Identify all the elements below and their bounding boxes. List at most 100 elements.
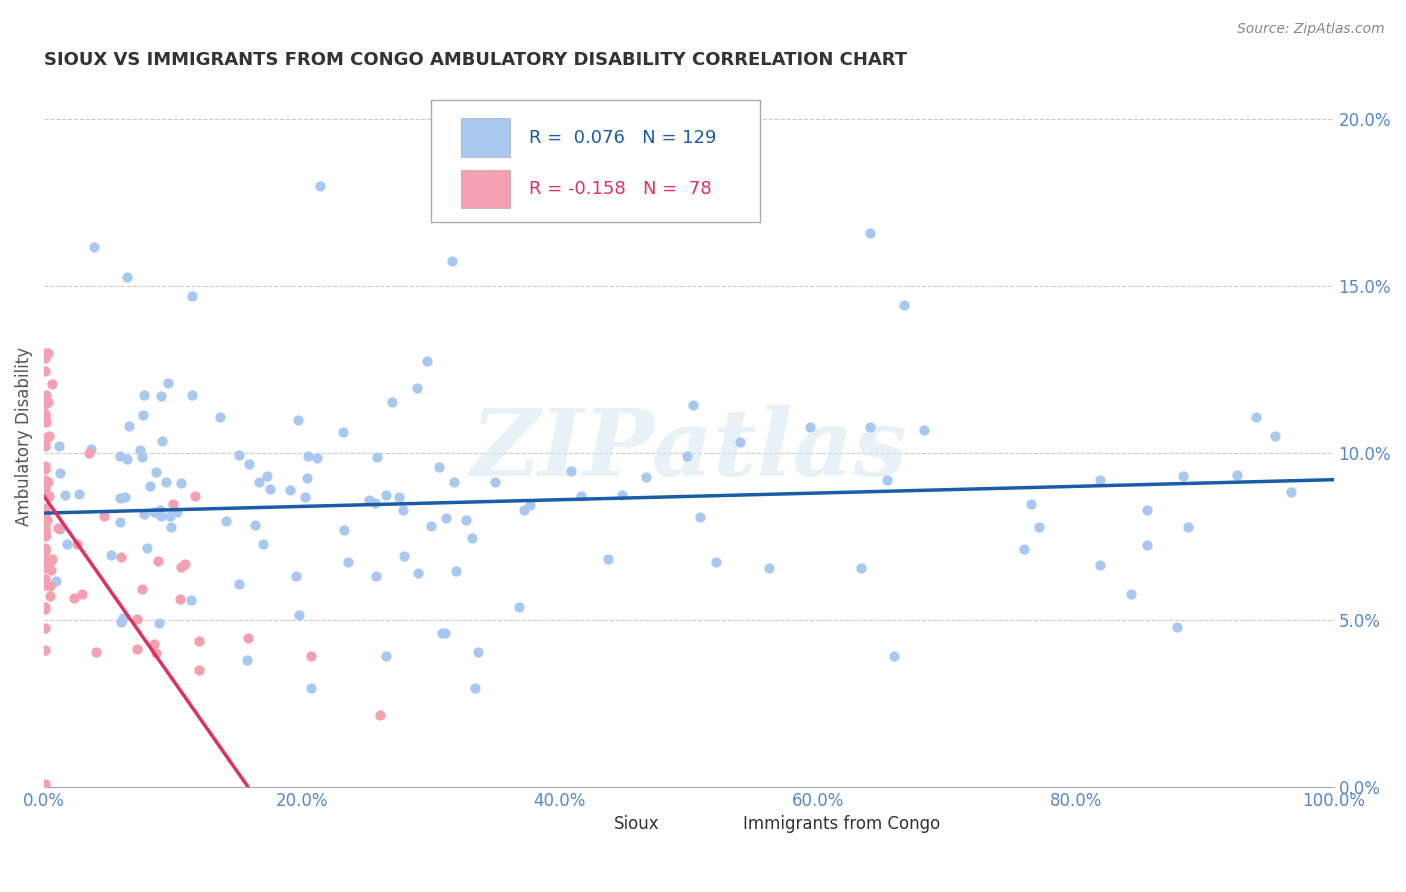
Point [1028,520,1050,534]
Point [388,491,411,505]
Point [238,457,260,471]
Point [143,637,166,651]
Point [309,179,332,194]
Point [34,431,56,445]
Point [131,450,153,464]
FancyBboxPatch shape [432,100,759,222]
Point [467,645,489,659]
Point [115,269,138,284]
Point [35,553,58,567]
Point [689,510,711,524]
Point [392,549,415,564]
Point [34,520,56,534]
Point [364,569,387,583]
Point [464,681,486,696]
Point [443,475,465,489]
Point [35,388,58,402]
Point [259,482,281,496]
Point [1119,587,1142,601]
Point [38,489,60,503]
Point [34,602,56,616]
Point [100,548,122,562]
Point [284,569,307,583]
Point [34,542,56,557]
Point [34,524,56,538]
Point [366,450,388,464]
Point [730,435,752,450]
FancyBboxPatch shape [709,814,737,834]
Point [138,478,160,492]
Point [406,566,429,580]
Point [83,240,105,254]
Point [67,487,90,501]
Point [357,492,380,507]
Point [35,560,58,574]
Point [1264,428,1286,442]
Point [79,446,101,460]
Point [288,607,311,622]
Point [375,488,398,502]
Point [37,475,59,489]
Point [146,554,169,568]
Point [859,226,882,240]
Point [37,395,59,409]
Point [180,593,202,607]
Point [34,408,56,422]
Point [160,520,183,534]
Point [188,633,211,648]
Point [391,503,413,517]
Point [188,663,211,677]
Text: Immigrants from Congo: Immigrants from Congo [742,815,941,833]
Point [34,461,56,475]
Point [1166,620,1188,634]
Point [41,552,63,566]
Point [34,578,56,592]
Point [676,449,699,463]
Point [131,582,153,597]
Point [236,653,259,667]
Point [134,388,156,402]
Point [560,464,582,478]
Point [228,576,250,591]
Point [80,442,103,457]
Point [460,531,482,545]
Text: R =  0.076   N = 129: R = 0.076 N = 129 [529,128,717,147]
Point [34,541,56,556]
Point [34,642,56,657]
Point [34,364,56,378]
Point [143,505,166,519]
Point [34,392,56,406]
Point [34,501,56,516]
Point [406,381,429,395]
Point [432,626,454,640]
Point [125,612,148,626]
Point [35,513,58,527]
Point [368,708,391,723]
Point [799,420,821,434]
Point [364,496,387,510]
Point [184,489,207,503]
Point [38,428,60,442]
Point [1171,469,1194,483]
Point [294,491,316,505]
Point [148,616,170,631]
Point [569,489,592,503]
Point [332,425,354,439]
Point [48,467,70,481]
Point [115,452,138,467]
FancyBboxPatch shape [461,119,509,157]
Point [297,449,319,463]
Point [66,537,89,551]
Point [38,589,60,603]
Point [456,513,478,527]
Point [208,409,231,424]
Point [433,626,456,640]
Point [34,439,56,453]
Point [155,475,177,489]
Point [34,510,56,524]
Point [758,561,780,575]
Point [63,591,86,606]
Point [53,488,76,502]
Point [34,621,56,635]
Point [108,515,131,529]
